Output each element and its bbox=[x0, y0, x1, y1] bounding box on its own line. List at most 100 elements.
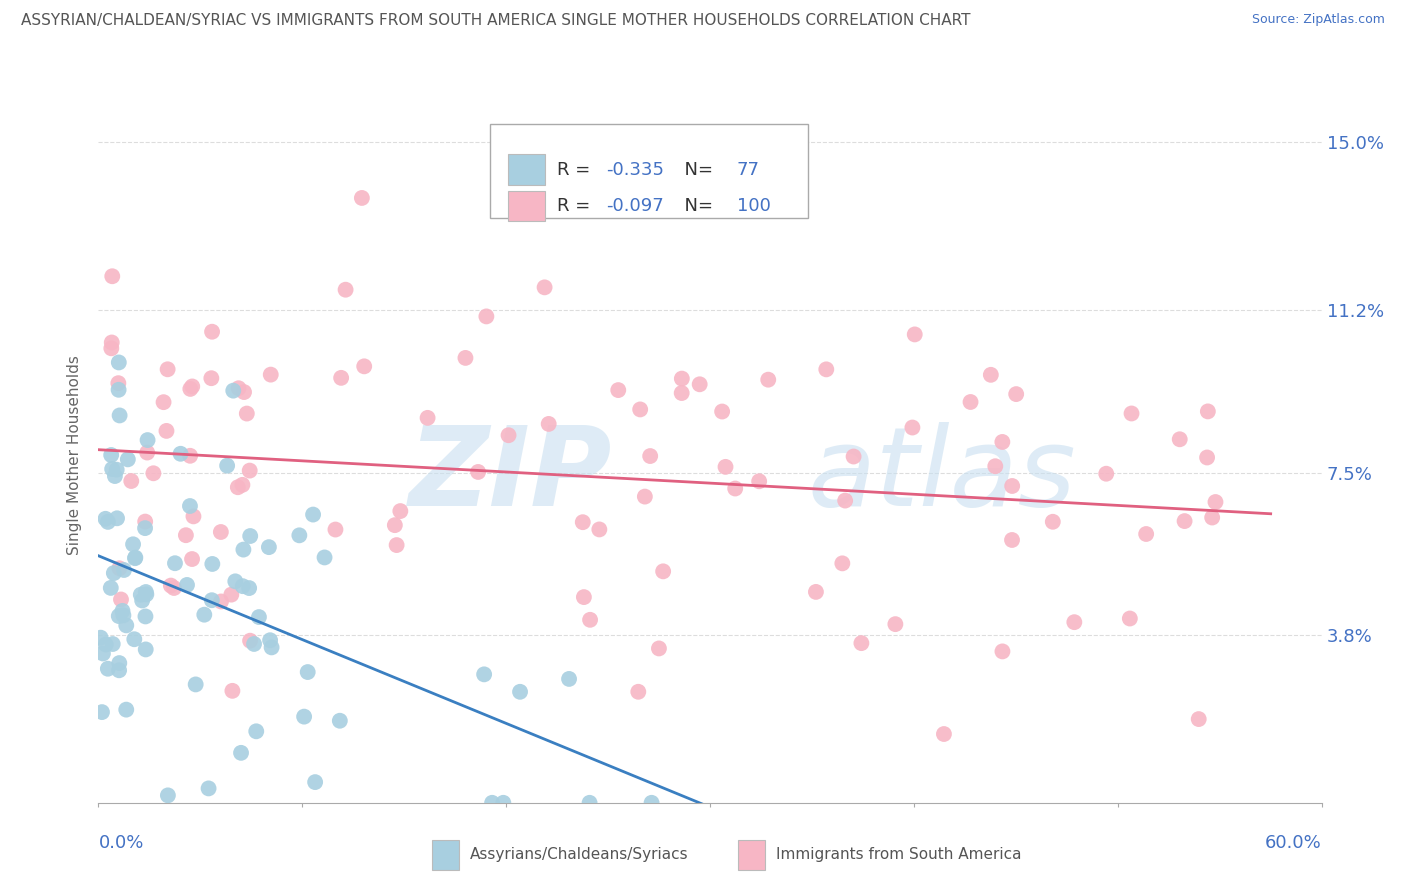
Point bbox=[1168, 432, 1191, 446]
Point bbox=[652, 565, 675, 579]
Point bbox=[110, 592, 132, 607]
Point bbox=[107, 383, 129, 397]
Point bbox=[142, 467, 165, 481]
Point bbox=[100, 341, 122, 355]
Point bbox=[384, 518, 406, 533]
Point bbox=[90, 631, 112, 645]
Point bbox=[209, 524, 232, 539]
Point bbox=[124, 551, 146, 566]
Point bbox=[1197, 450, 1219, 465]
Text: 77: 77 bbox=[737, 161, 759, 178]
Text: 100: 100 bbox=[737, 197, 770, 215]
Point bbox=[100, 335, 122, 350]
Point bbox=[209, 594, 232, 608]
Point bbox=[1188, 712, 1211, 726]
Point bbox=[671, 386, 693, 401]
Point bbox=[959, 395, 981, 409]
FancyBboxPatch shape bbox=[508, 154, 546, 185]
Point bbox=[201, 557, 224, 571]
Point bbox=[239, 464, 262, 478]
Point bbox=[389, 504, 412, 518]
Point bbox=[533, 280, 555, 294]
Point bbox=[711, 404, 734, 418]
Point bbox=[179, 382, 201, 396]
Point bbox=[134, 609, 156, 624]
Point bbox=[579, 613, 602, 627]
Point bbox=[815, 362, 838, 376]
Point bbox=[831, 557, 853, 571]
Point bbox=[135, 585, 157, 599]
Point bbox=[724, 482, 747, 496]
Point bbox=[101, 462, 124, 476]
Point bbox=[689, 377, 711, 392]
Point bbox=[181, 379, 204, 393]
Point bbox=[97, 515, 120, 529]
Point bbox=[748, 475, 770, 489]
Point bbox=[537, 417, 560, 431]
Point bbox=[260, 368, 283, 382]
Point bbox=[135, 642, 157, 657]
Point bbox=[1119, 611, 1142, 625]
Point bbox=[671, 371, 693, 385]
Point bbox=[238, 581, 260, 595]
Point bbox=[91, 705, 114, 719]
Point bbox=[222, 384, 245, 398]
Point bbox=[91, 647, 114, 661]
Point bbox=[135, 587, 157, 601]
Point bbox=[1135, 527, 1157, 541]
Point bbox=[239, 633, 262, 648]
Point bbox=[1095, 467, 1118, 481]
Point bbox=[221, 683, 243, 698]
Point bbox=[804, 585, 827, 599]
Point bbox=[302, 508, 325, 522]
Point bbox=[638, 449, 661, 463]
Point bbox=[292, 709, 315, 723]
Point bbox=[901, 420, 924, 434]
Point bbox=[224, 574, 246, 589]
Point bbox=[160, 578, 183, 592]
Point bbox=[932, 727, 955, 741]
Point bbox=[904, 327, 927, 342]
Point bbox=[416, 410, 439, 425]
Point bbox=[353, 359, 375, 374]
Point bbox=[834, 493, 856, 508]
Text: ZIP: ZIP bbox=[409, 422, 612, 529]
Point bbox=[467, 465, 489, 479]
Point bbox=[260, 640, 283, 655]
Point bbox=[117, 452, 139, 467]
Point bbox=[330, 371, 353, 385]
Point bbox=[101, 269, 124, 284]
Point bbox=[232, 542, 254, 557]
Point bbox=[108, 409, 131, 423]
Point bbox=[136, 433, 159, 447]
Point bbox=[184, 677, 207, 691]
Point bbox=[108, 656, 131, 670]
Point bbox=[628, 402, 651, 417]
Point bbox=[100, 581, 122, 595]
Point bbox=[174, 528, 197, 542]
Point bbox=[134, 521, 156, 535]
Point bbox=[558, 672, 581, 686]
Point bbox=[454, 351, 477, 365]
Point bbox=[134, 515, 156, 529]
Point bbox=[183, 509, 205, 524]
Point bbox=[107, 609, 129, 624]
Point bbox=[335, 283, 357, 297]
Point bbox=[1174, 514, 1197, 528]
Text: R =: R = bbox=[557, 197, 596, 215]
FancyBboxPatch shape bbox=[738, 840, 765, 870]
Point bbox=[111, 604, 134, 618]
Point bbox=[640, 796, 662, 810]
Point bbox=[498, 428, 520, 442]
Point bbox=[200, 371, 222, 385]
Point bbox=[288, 528, 311, 542]
Point bbox=[1204, 495, 1226, 509]
Point bbox=[231, 478, 253, 492]
Point bbox=[179, 449, 201, 463]
Point bbox=[103, 566, 125, 580]
Point bbox=[472, 667, 495, 681]
Point bbox=[122, 537, 145, 551]
Point bbox=[1063, 615, 1085, 629]
Point bbox=[176, 578, 198, 592]
Point bbox=[163, 581, 186, 595]
